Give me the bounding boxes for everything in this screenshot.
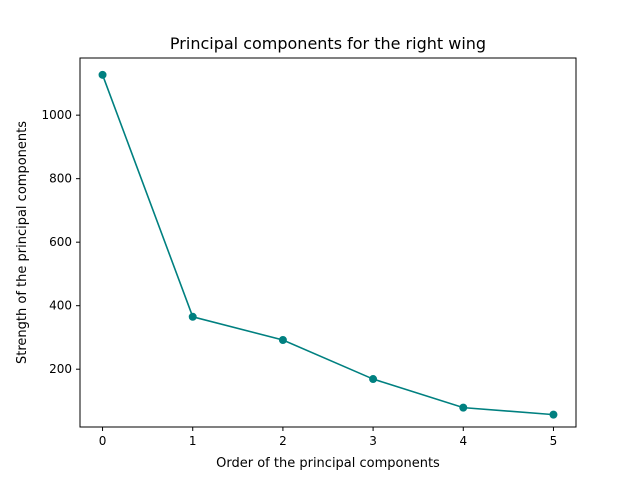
y-axis-label: Strength of the principal components: [15, 121, 30, 364]
chart-title: Principal components for the right wing: [170, 34, 486, 53]
axes-frame: [79, 57, 577, 428]
series-line: [101, 74, 554, 416]
x-tick-label: 5: [550, 434, 558, 448]
x-tick-label: 3: [369, 434, 377, 448]
data-point: [369, 375, 378, 384]
data-point: [98, 70, 107, 79]
x-tick-label: 2: [279, 434, 287, 448]
y-tick-label: 200: [49, 362, 72, 376]
x-tick-label: 1: [189, 434, 197, 448]
y-tick-label: 600: [49, 235, 72, 249]
data-point: [278, 335, 287, 344]
data-point: [188, 312, 197, 321]
y-tick-label: 400: [49, 299, 72, 313]
data-point: [459, 403, 468, 412]
x-axis-label: Order of the principal components: [216, 456, 440, 471]
plot-area: [98, 70, 558, 419]
data-point: [549, 410, 558, 419]
y-tick-label: 1000: [41, 108, 72, 122]
axis-ticks: 0 1 2 3 4 5 200 400 600 800 1000: [41, 108, 557, 448]
x-tick-label: 4: [459, 434, 467, 448]
x-tick-label: 0: [99, 434, 107, 448]
y-tick-label: 800: [49, 172, 72, 186]
